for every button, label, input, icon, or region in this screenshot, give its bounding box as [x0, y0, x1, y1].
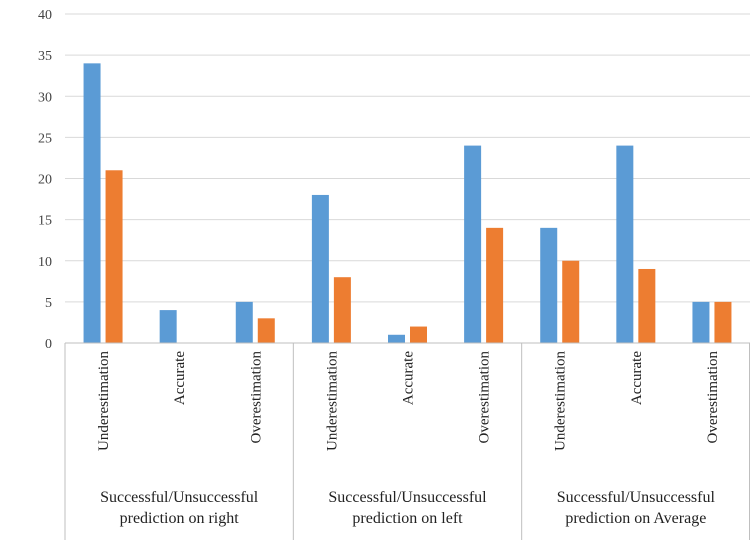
group-label: Successful/Unsuccessful: [100, 489, 259, 506]
y-tick-label: 10: [38, 255, 52, 270]
category-label: Underestimation: [553, 351, 569, 451]
bar: [540, 227, 558, 343]
bar: [714, 301, 732, 343]
y-tick-label: 15: [38, 214, 52, 229]
bar: [410, 326, 427, 343]
bar: [638, 268, 656, 343]
group-label: prediction on Average: [565, 510, 706, 527]
category-label: Underestimation: [324, 351, 340, 451]
bar: [257, 318, 275, 343]
category-label: Accurate: [172, 351, 188, 405]
bars: [83, 63, 732, 343]
category-label: Overestimation: [477, 351, 493, 444]
category-label: Overestimation: [248, 351, 264, 444]
y-tick-label: 0: [45, 337, 52, 352]
bar: [388, 334, 405, 343]
category-label: Underestimation: [96, 351, 112, 451]
bar: [616, 145, 634, 343]
group-label: Successful/Unsuccessful: [328, 489, 487, 506]
y-tick-label: 35: [38, 49, 52, 64]
bar: [159, 310, 177, 343]
y-tick-label: 25: [38, 131, 52, 146]
y-tick-label: 20: [38, 173, 52, 188]
category-labels: Underestimation Accurate Overestimation Und…: [96, 351, 721, 451]
bar: [692, 301, 710, 343]
y-tick-label: 40: [38, 8, 52, 23]
y-axis-ticks: 0 5 10 15 20 25 30 35 40: [38, 8, 52, 352]
bar: [562, 260, 580, 343]
group-label: prediction on right: [120, 510, 240, 527]
bar: [486, 227, 504, 343]
bar: [333, 277, 351, 343]
group-label: prediction on left: [352, 510, 463, 527]
group-label: Successful/Unsuccessful: [557, 489, 716, 506]
y-tick-label: 30: [38, 90, 52, 105]
bar: [105, 170, 123, 343]
bar: [83, 63, 101, 343]
bar: [311, 194, 329, 343]
gridlines: [65, 13, 750, 303]
y-tick-label: 5: [45, 296, 52, 311]
bar: [464, 145, 482, 343]
group-labels: Successful/Unsuccessful prediction on rig…: [100, 489, 715, 527]
bar: [235, 301, 253, 343]
category-label: Accurate: [401, 351, 417, 405]
category-label: Accurate: [629, 351, 645, 405]
category-label: Overestimation: [705, 351, 721, 444]
